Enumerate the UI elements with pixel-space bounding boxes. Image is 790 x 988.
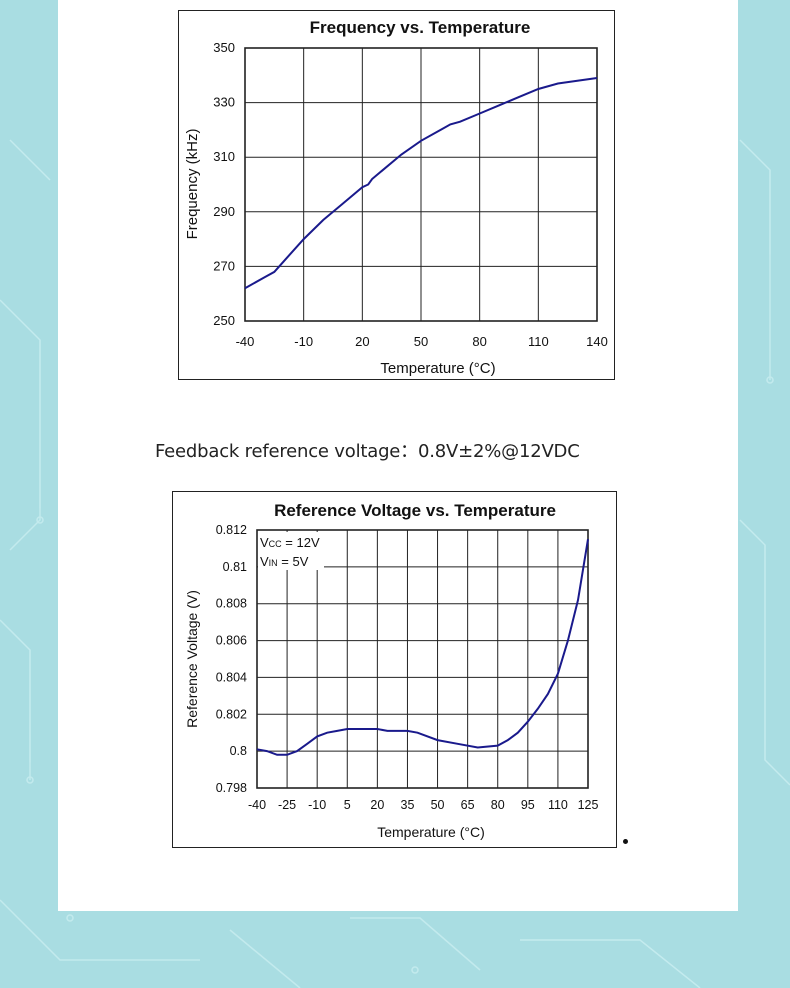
annotation-box: [258, 532, 324, 570]
end-dot: [623, 839, 628, 844]
svg-text:VCC = 12V: VCC = 12V: [260, 535, 320, 550]
x-tick-label: 110: [528, 334, 549, 349]
y-tick-label: 290: [213, 204, 235, 219]
y-tick-label: 330: [213, 95, 235, 110]
y-tick-label: 350: [213, 40, 235, 55]
y-tick-label: 270: [213, 258, 235, 273]
x-tick-label: -10: [294, 334, 313, 349]
y-tick-label: 0.812: [216, 523, 247, 537]
chart-title: Reference Voltage vs. Temperature: [274, 501, 556, 520]
y-axis-label: Reference Voltage (V): [184, 590, 200, 728]
x-tick-label: -40: [236, 334, 255, 349]
x-axis-label: Temperature (°C): [380, 360, 495, 377]
x-tick-label: -25: [278, 798, 296, 812]
x-tick-labels: -40 -10 20 50 80 110 140: [236, 334, 608, 349]
y-tick-label: 0.804: [216, 670, 247, 684]
x-tick-label: 110: [548, 798, 568, 812]
y-tick-label: 0.81: [223, 560, 247, 574]
x-tick-label: 140: [586, 334, 608, 349]
x-tick-label: 20: [370, 798, 384, 812]
x-tick-label: 125: [578, 798, 599, 812]
x-tick-labels: -40 -25 -10 5 20 35 50 65 80 95 110 125: [248, 798, 599, 812]
x-tick-label: 80: [491, 798, 505, 812]
y-axis-label: Frequency (kHz): [184, 129, 201, 240]
y-tick-label: 0.808: [216, 597, 247, 611]
annotation-vcc: VCC = 12V: [260, 535, 320, 550]
chart-grid: [244, 47, 598, 322]
annotation-vin: VIN = 5V: [260, 554, 309, 569]
feedback-voltage-caption: Feedback reference voltage：0.8V±2%@12VDC: [155, 441, 580, 462]
y-tick-label: 0.8: [230, 744, 247, 758]
chart-grid: [256, 529, 589, 789]
x-tick-label: 80: [472, 334, 486, 349]
reference-voltage-chart: Reference Voltage vs. Temperature VCC = …: [172, 491, 617, 848]
y-tick-label: 310: [213, 149, 235, 164]
x-tick-label: 50: [414, 334, 428, 349]
svg-text:VIN = 5V: VIN = 5V: [260, 554, 309, 569]
y-tick-label: 250: [213, 313, 235, 328]
chart-title: Frequency vs. Temperature: [310, 18, 531, 37]
x-tick-label: 95: [521, 798, 535, 812]
y-tick-label: 0.798: [216, 781, 247, 795]
x-tick-label: 5: [344, 798, 351, 812]
y-tick-label: 0.802: [216, 707, 247, 721]
y-tick-label: 0.806: [216, 634, 247, 648]
x-tick-label: 35: [401, 798, 415, 812]
x-tick-label: -10: [308, 798, 326, 812]
reference-voltage-series-line: [256, 539, 589, 756]
y-tick-labels: 250 270 290 310 330 350: [213, 40, 235, 328]
frequency-series-line: [244, 77, 598, 290]
y-tick-labels: 0.798 0.8 0.802 0.804 0.806 0.808 0.81 0.812: [216, 523, 247, 795]
x-tick-label: -40: [248, 798, 266, 812]
content-card: Frequency vs. Temperature 250 270 290 310 33…: [58, 0, 738, 911]
x-tick-label: 20: [355, 334, 369, 349]
x-tick-label: 50: [431, 798, 445, 812]
plot-frame: [256, 529, 589, 789]
x-tick-label: 65: [461, 798, 475, 812]
frequency-chart: Frequency vs. Temperature 250 270 290 310 33…: [178, 10, 615, 380]
x-axis-label: Temperature (°C): [377, 824, 485, 840]
